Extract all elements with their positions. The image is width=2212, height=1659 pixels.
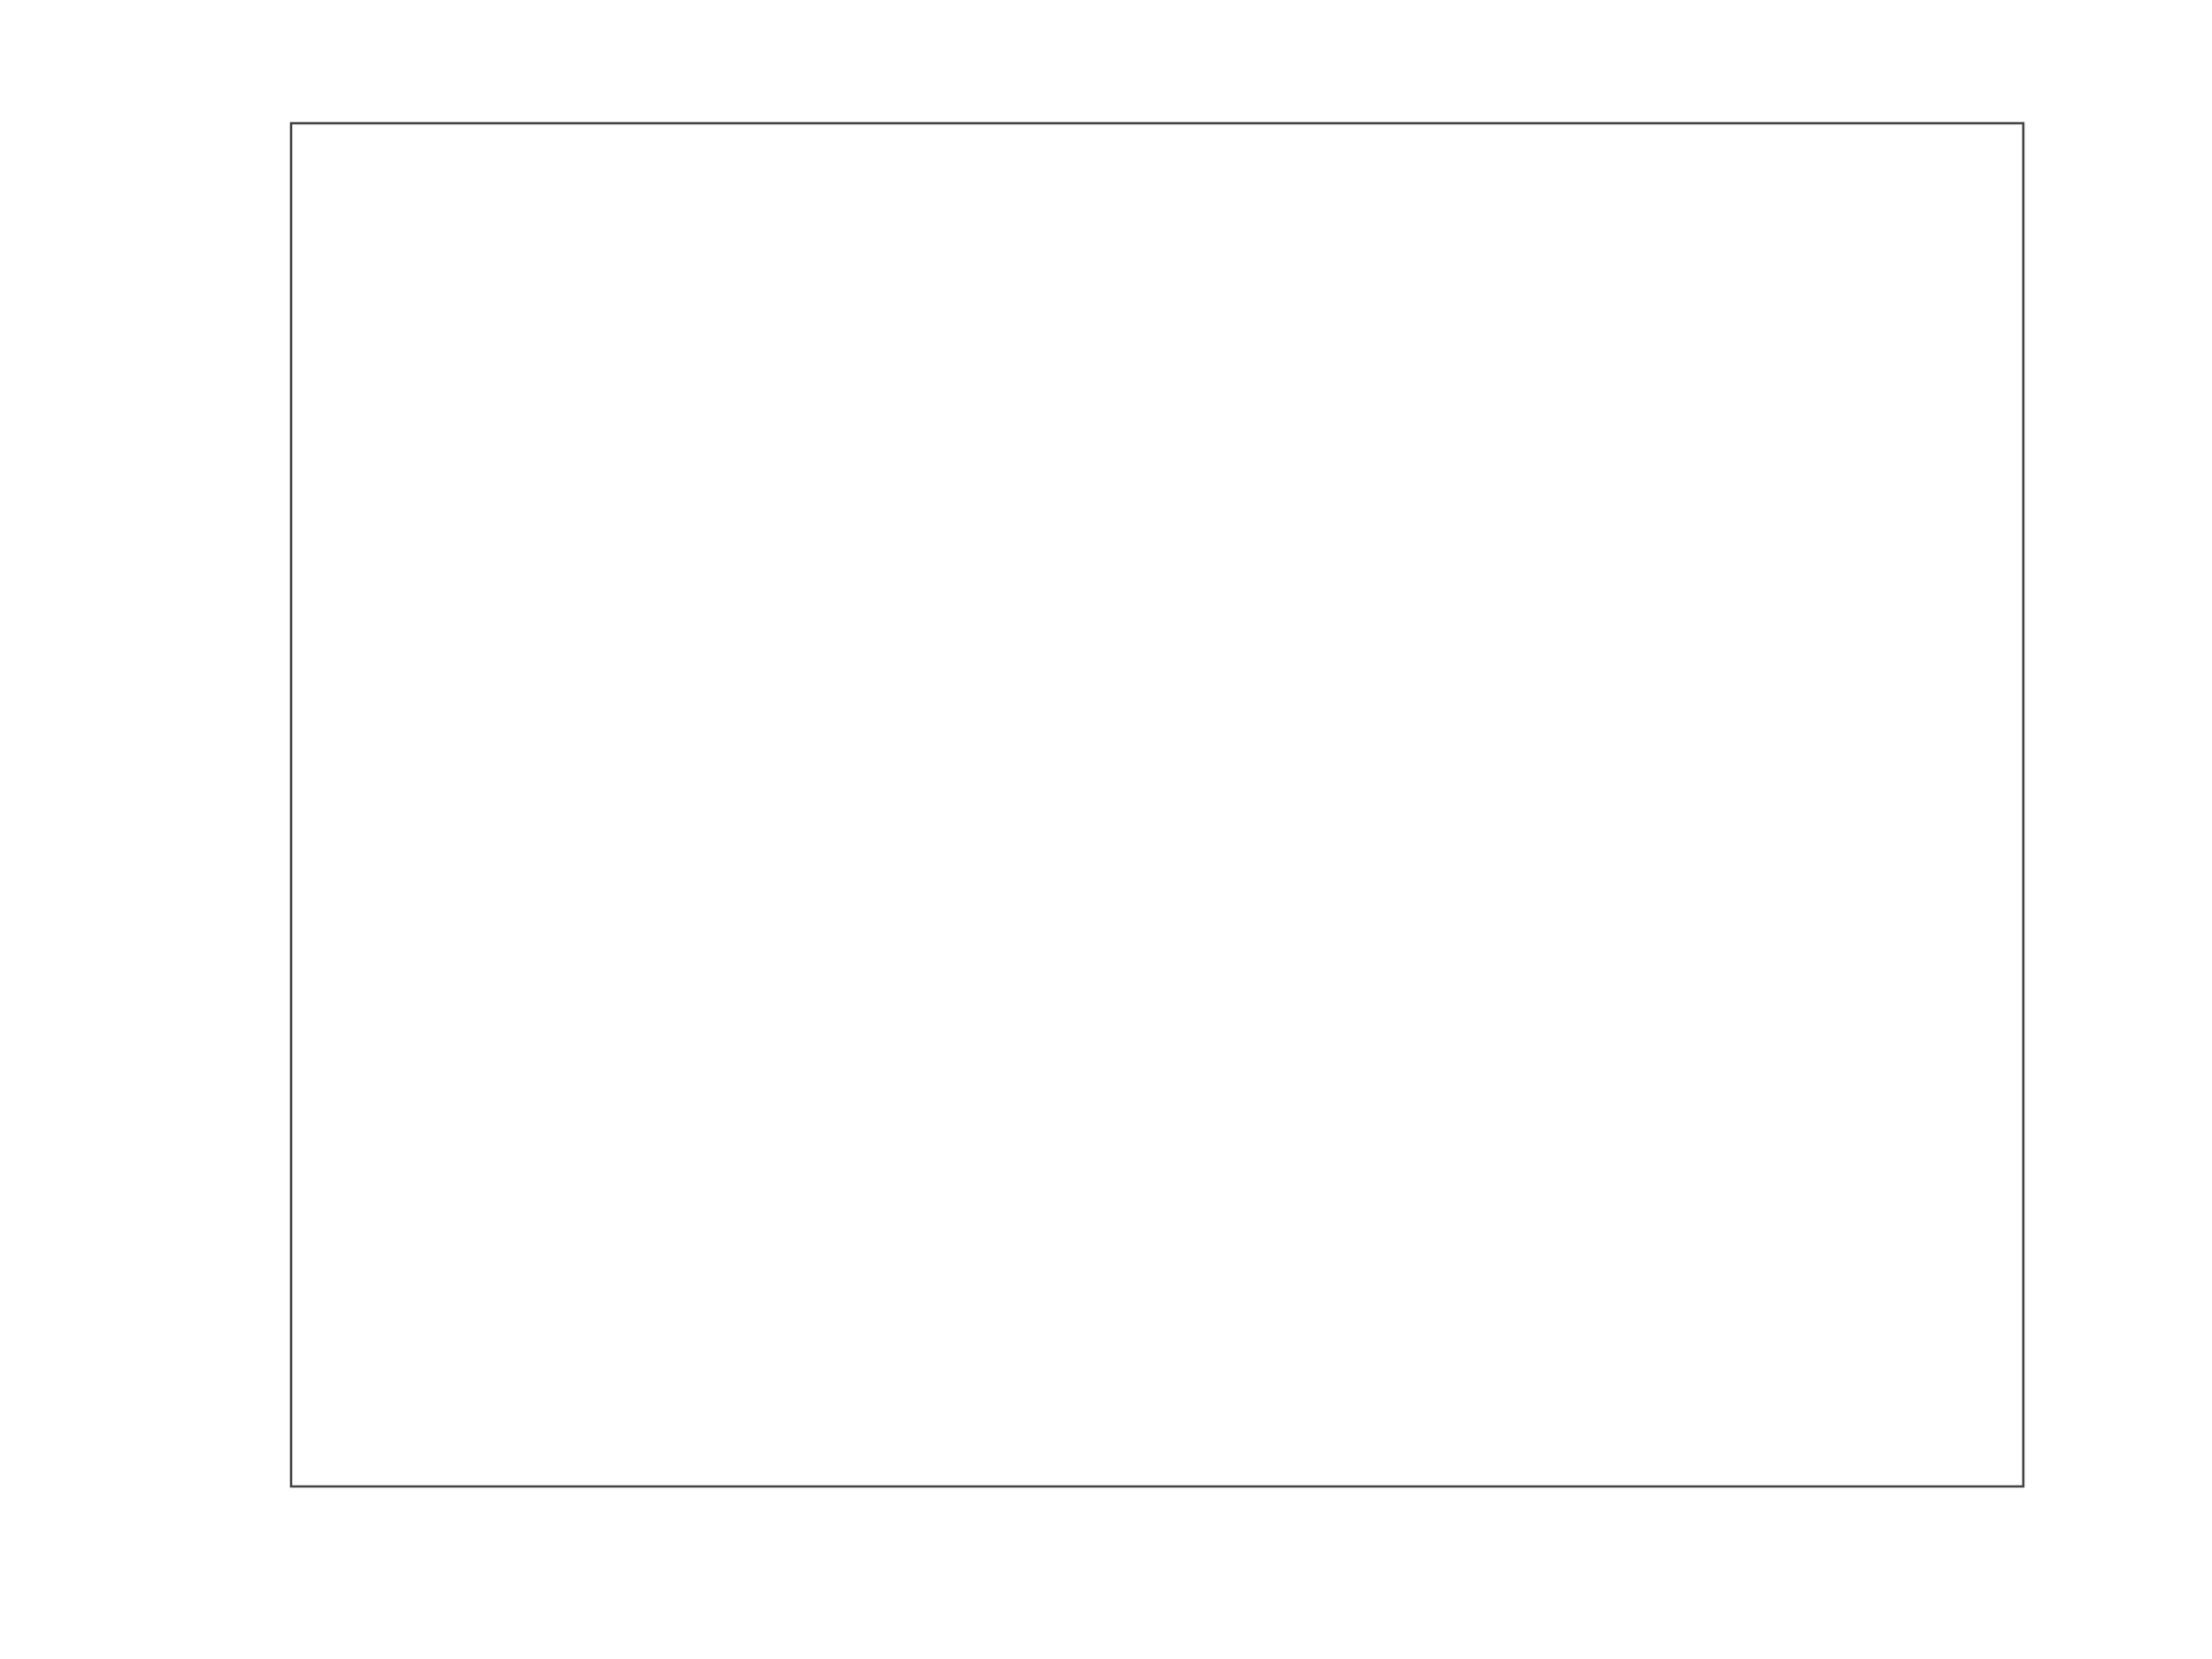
plot-border bbox=[289, 121, 2025, 1488]
